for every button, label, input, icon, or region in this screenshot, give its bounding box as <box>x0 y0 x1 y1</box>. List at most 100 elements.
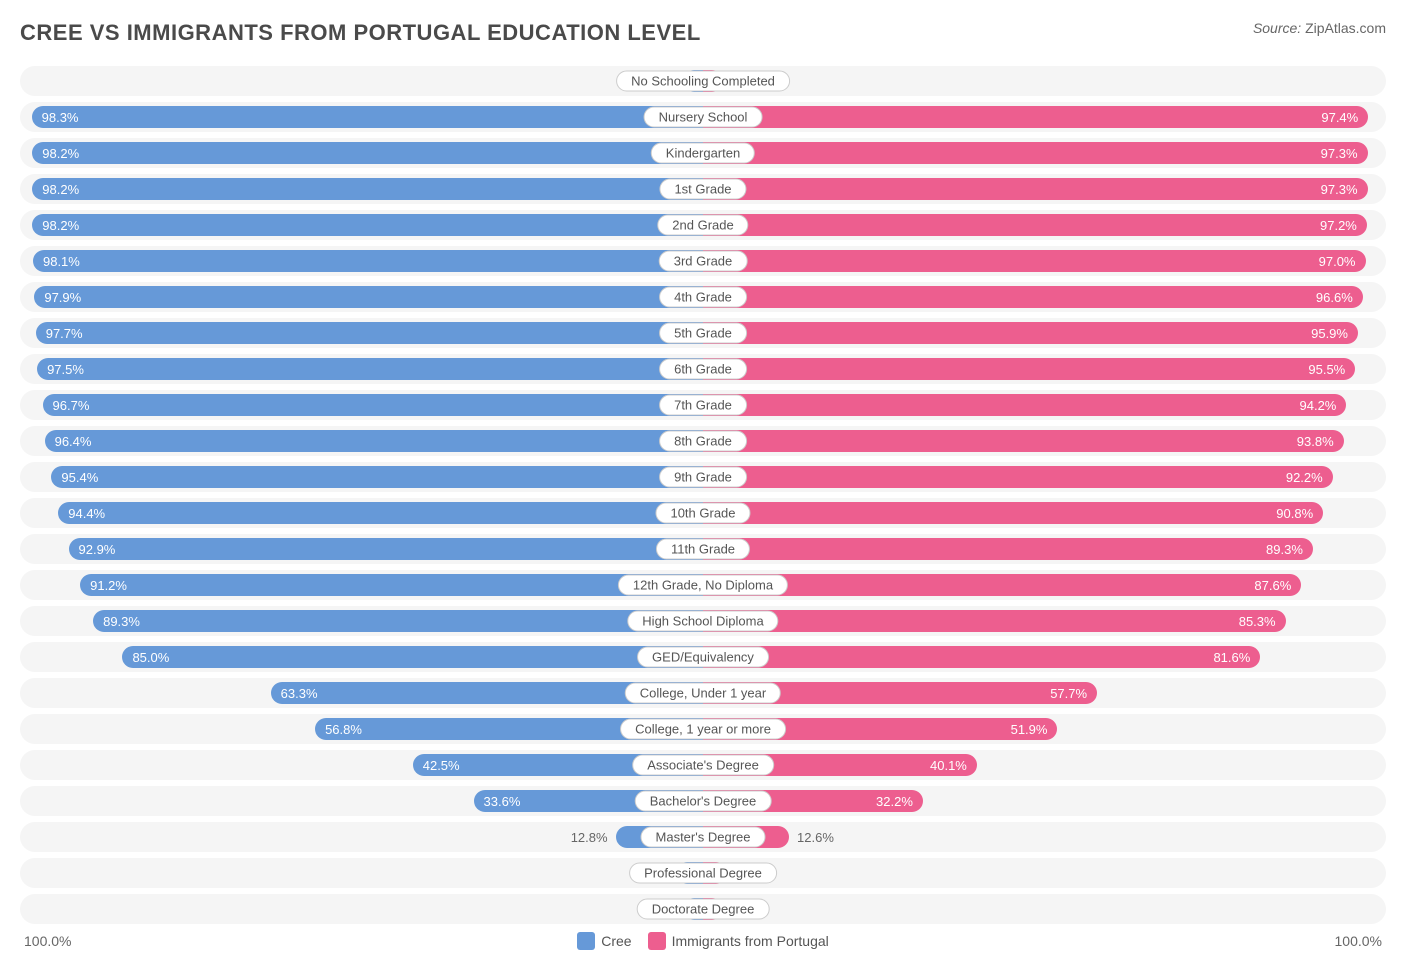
category-label: 9th Grade <box>659 467 747 488</box>
bar-left: 97.9% <box>34 286 703 308</box>
bar-half-right: 2.7% <box>703 66 1386 96</box>
bar-right: 87.6% <box>703 574 1301 596</box>
chart-footer: 100.0% Cree Immigrants from Portugal 100… <box>20 932 1386 950</box>
category-label: 4th Grade <box>659 287 747 308</box>
bar-half-right: 85.3% <box>703 606 1386 636</box>
bar-half-right: 94.2% <box>703 390 1386 420</box>
bar-value-right: 90.8% <box>1276 506 1313 521</box>
bar-half-right: 95.5% <box>703 354 1386 384</box>
bar-value-left: 89.3% <box>103 614 140 629</box>
axis-left-max: 100.0% <box>24 933 71 949</box>
chart-title: CREE VS IMMIGRANTS FROM PORTUGAL EDUCATI… <box>20 20 701 46</box>
category-label: 1st Grade <box>659 179 746 200</box>
bar-half-right: 51.9% <box>703 714 1386 744</box>
bar-value-left: 92.9% <box>79 542 116 557</box>
bar-half-left: 3.9% <box>20 858 703 888</box>
bar-value-left: 98.3% <box>42 110 79 125</box>
legend-label-left: Cree <box>601 933 631 949</box>
bar-half-left: 98.2% <box>20 210 703 240</box>
chart-row: 94.4%90.8%10th Grade <box>20 498 1386 528</box>
bar-value-left: 85.0% <box>132 650 169 665</box>
legend-item-left: Cree <box>577 932 631 950</box>
category-label: High School Diploma <box>627 611 778 632</box>
chart-row: 96.7%94.2%7th Grade <box>20 390 1386 420</box>
category-label: 12th Grade, No Diploma <box>618 575 788 596</box>
bar-left: 98.2% <box>32 178 703 200</box>
category-label: 11th Grade <box>656 539 750 560</box>
bar-left: 95.4% <box>51 466 703 488</box>
chart-source: Source: ZipAtlas.com <box>1253 20 1386 36</box>
chart-row: 98.3% 97.4%Nursery School <box>20 102 1386 132</box>
chart-row: 98.1%97.0%3rd Grade <box>20 246 1386 276</box>
bar-left: 92.9% <box>69 538 704 560</box>
bar-left: 97.7% <box>36 322 703 344</box>
bar-half-right: 1.5% <box>703 894 1386 924</box>
bar-half-right: 92.2% <box>703 462 1386 492</box>
bar-half-left: 91.2% <box>20 570 703 600</box>
diverging-bar-chart: 1.9%2.7%No Schooling Completed 98.3% 97.4%… <box>20 66 1386 924</box>
bar-half-right: 97.4% <box>703 102 1386 132</box>
bar-half-right: 90.8% <box>703 498 1386 528</box>
chart-row: 89.3% 85.3%High School Diploma <box>20 606 1386 636</box>
bar-value-left: 97.7% <box>46 326 83 341</box>
category-label: Master's Degree <box>641 827 766 848</box>
chart-row: 97.7% 95.9%5th Grade <box>20 318 1386 348</box>
bar-half-left: 95.4% <box>20 462 703 492</box>
bar-half-left: 1.9% <box>20 66 703 96</box>
bar-value-left: 98.2% <box>42 182 79 197</box>
bar-half-left: 63.3% <box>20 678 703 708</box>
bar-value-right: 97.3% <box>1321 146 1358 161</box>
chart-row: 12.8%12.6%Master's Degree <box>20 822 1386 852</box>
bar-value-left: 98.1% <box>43 254 80 269</box>
bar-right: 95.5% <box>703 358 1355 380</box>
bar-value-left: 33.6% <box>484 794 521 809</box>
bar-right: 96.6% <box>703 286 1363 308</box>
bar-value-left: 96.4% <box>55 434 92 449</box>
bar-half-right: 32.2% <box>703 786 1386 816</box>
bar-right: 95.9% <box>703 322 1358 344</box>
bar-left: 98.1% <box>33 250 703 272</box>
category-label: 5th Grade <box>659 323 747 344</box>
bar-half-right: 93.8% <box>703 426 1386 456</box>
bar-half-right: 97.2% <box>703 210 1386 240</box>
bar-value-right: 92.2% <box>1286 470 1323 485</box>
bar-half-right: 57.7% <box>703 678 1386 708</box>
bar-right: 97.0% <box>703 250 1366 272</box>
bar-half-right: 3.5% <box>703 858 1386 888</box>
bar-half-left: 85.0% <box>20 642 703 672</box>
category-label: Nursery School <box>644 107 763 128</box>
bar-value-left: 98.2% <box>42 218 79 233</box>
bar-value-right: 89.3% <box>1266 542 1303 557</box>
bar-value-right: 57.7% <box>1050 686 1087 701</box>
bar-right: 85.3% <box>703 610 1286 632</box>
bar-half-left: 92.9% <box>20 534 703 564</box>
bar-half-left: 97.5% <box>20 354 703 384</box>
bar-half-left: 96.7% <box>20 390 703 420</box>
bar-value-left: 95.4% <box>61 470 98 485</box>
bar-left: 91.2% <box>80 574 703 596</box>
source-label: Source: <box>1253 20 1301 36</box>
bar-value-right: 97.0% <box>1319 254 1356 269</box>
legend-swatch-left <box>577 932 595 950</box>
bar-half-left: 89.3% <box>20 606 703 636</box>
bar-half-left: 98.1% <box>20 246 703 276</box>
bar-value-right: 40.1% <box>930 758 967 773</box>
bar-half-right: 97.3% <box>703 174 1386 204</box>
bar-half-left: 94.4% <box>20 498 703 528</box>
bar-right: 97.3% <box>703 178 1368 200</box>
bar-value-left: 12.8% <box>563 830 616 845</box>
category-label: 8th Grade <box>659 431 747 452</box>
source-value: ZipAtlas.com <box>1305 20 1386 36</box>
category-label: College, 1 year or more <box>620 719 786 740</box>
category-label: Bachelor's Degree <box>635 791 772 812</box>
chart-row: 98.2% 97.3%1st Grade <box>20 174 1386 204</box>
chart-header: CREE VS IMMIGRANTS FROM PORTUGAL EDUCATI… <box>20 20 1386 46</box>
chart-row: 97.5%95.5%6th Grade <box>20 354 1386 384</box>
bar-half-left: 56.8% <box>20 714 703 744</box>
legend-swatch-right <box>648 932 666 950</box>
chart-row: 1.9%2.7%No Schooling Completed <box>20 66 1386 96</box>
bar-half-right: 97.0% <box>703 246 1386 276</box>
category-label: GED/Equivalency <box>637 647 769 668</box>
chart-row: 97.9%96.6%4th Grade <box>20 282 1386 312</box>
chart-row: 42.5%40.1%Associate's Degree <box>20 750 1386 780</box>
